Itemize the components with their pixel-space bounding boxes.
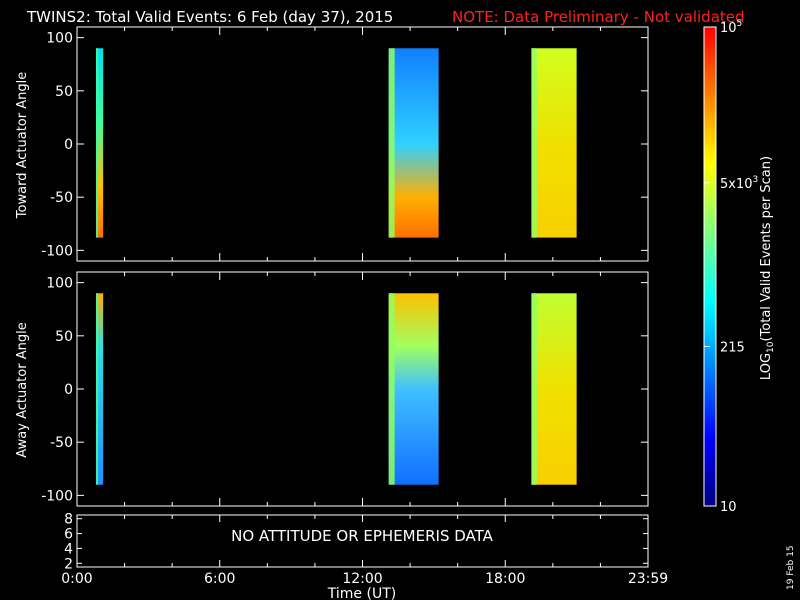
colorbar-tick-label: 10 xyxy=(720,500,737,515)
y-tick-label: 0 xyxy=(64,382,73,398)
y-tick-label: -100 xyxy=(41,243,73,259)
colorbar-title-subscript: 10 xyxy=(766,341,776,353)
away-heatmap-blocks xyxy=(96,293,577,485)
y-tick-label: -100 xyxy=(41,488,73,504)
toward-y-axis-title: Toward Actuator Angle xyxy=(15,72,30,219)
heatmap-block xyxy=(96,48,104,238)
heatmap-block xyxy=(388,48,439,238)
colorbar-tick-exponent: 3 xyxy=(753,175,759,185)
y-tick-label: 4 xyxy=(64,541,73,557)
x-tick-label: 0:00 xyxy=(61,571,92,587)
colorbar-title-prefix: LOG xyxy=(759,353,774,380)
colorbar-tick-mantissa: 5x xyxy=(720,177,736,192)
y-tick-label: 0 xyxy=(64,137,73,153)
x-tick-label: 12:00 xyxy=(342,571,382,587)
away-y-axis-title: Away Actuator Angle xyxy=(15,322,30,457)
heatmap-block xyxy=(531,48,577,238)
heatmap-block-edge xyxy=(96,48,99,238)
colorbar-tick-label: 5x103 xyxy=(720,175,758,192)
y-tick-label: 50 xyxy=(55,329,73,345)
heatmap-block xyxy=(388,293,439,485)
y-tick-label: 100 xyxy=(46,31,73,47)
colorbar-tick-label: 215 xyxy=(720,340,745,355)
toward-x-ticks xyxy=(76,27,649,261)
heatmap-block-edge xyxy=(531,293,537,485)
ephemeris-x-ticks: 0:00 6:00 12:00 18:00 23:59 xyxy=(61,515,668,587)
away-x-ticks xyxy=(76,272,649,506)
y-tick-label: 100 xyxy=(46,276,73,292)
y-tick-label: 8 xyxy=(64,512,73,528)
colorbar-tick-label: 105 xyxy=(720,19,742,36)
colorbar-tick-base: 10 xyxy=(736,177,753,192)
x-tick-label: 18:00 xyxy=(485,571,525,587)
away-y-ticks: 100 50 0 -50 -100 xyxy=(41,276,648,504)
x-axis-title: Time (UT) xyxy=(327,586,396,600)
toward-heatmap-blocks xyxy=(96,48,577,238)
y-tick-label: 2 xyxy=(64,556,73,572)
heatmap-block-edge xyxy=(388,293,395,485)
away-panel: 100 50 0 -50 -100 Away Actuator Angle xyxy=(15,271,649,507)
y-tick-label: -50 xyxy=(50,190,73,206)
y-tick-label: 6 xyxy=(64,527,73,543)
heatmap-block-edge xyxy=(531,48,537,238)
colorbar-scale xyxy=(703,26,717,507)
y-tick-label: 50 xyxy=(55,84,73,100)
colorbar-tick-base: 10 xyxy=(720,21,737,36)
heatmap-block xyxy=(96,293,104,485)
y-tick-label: -50 xyxy=(50,435,73,451)
x-tick-label: 6:00 xyxy=(204,571,235,587)
plot-title: TWINS2: Total Valid Events: 6 Feb (day 3… xyxy=(26,8,393,26)
heatmap-block-edge xyxy=(388,48,395,238)
no-attitude-message: NO ATTITUDE OR EPHEMERIS DATA xyxy=(231,527,494,545)
heatmap-block-edge xyxy=(96,293,99,485)
colorbar-title-suffix: (Total Valid Events per Scan) xyxy=(759,156,774,342)
date-stamp: 19 Feb 15 xyxy=(786,545,796,590)
colorbar-title: LOG10(Total Valid Events per Scan) xyxy=(759,156,776,380)
colorbar-tick-exponent: 5 xyxy=(737,19,743,29)
toward-panel: 100 50 0 -50 -100 Toward Actuator Angle xyxy=(15,26,649,262)
toward-y-ticks: 100 50 0 -50 -100 xyxy=(41,31,648,259)
heatmap-block xyxy=(531,293,577,485)
preliminary-note: NOTE: Data Preliminary - Not validated xyxy=(452,8,745,26)
x-tick-label: 23:59 xyxy=(628,571,668,587)
